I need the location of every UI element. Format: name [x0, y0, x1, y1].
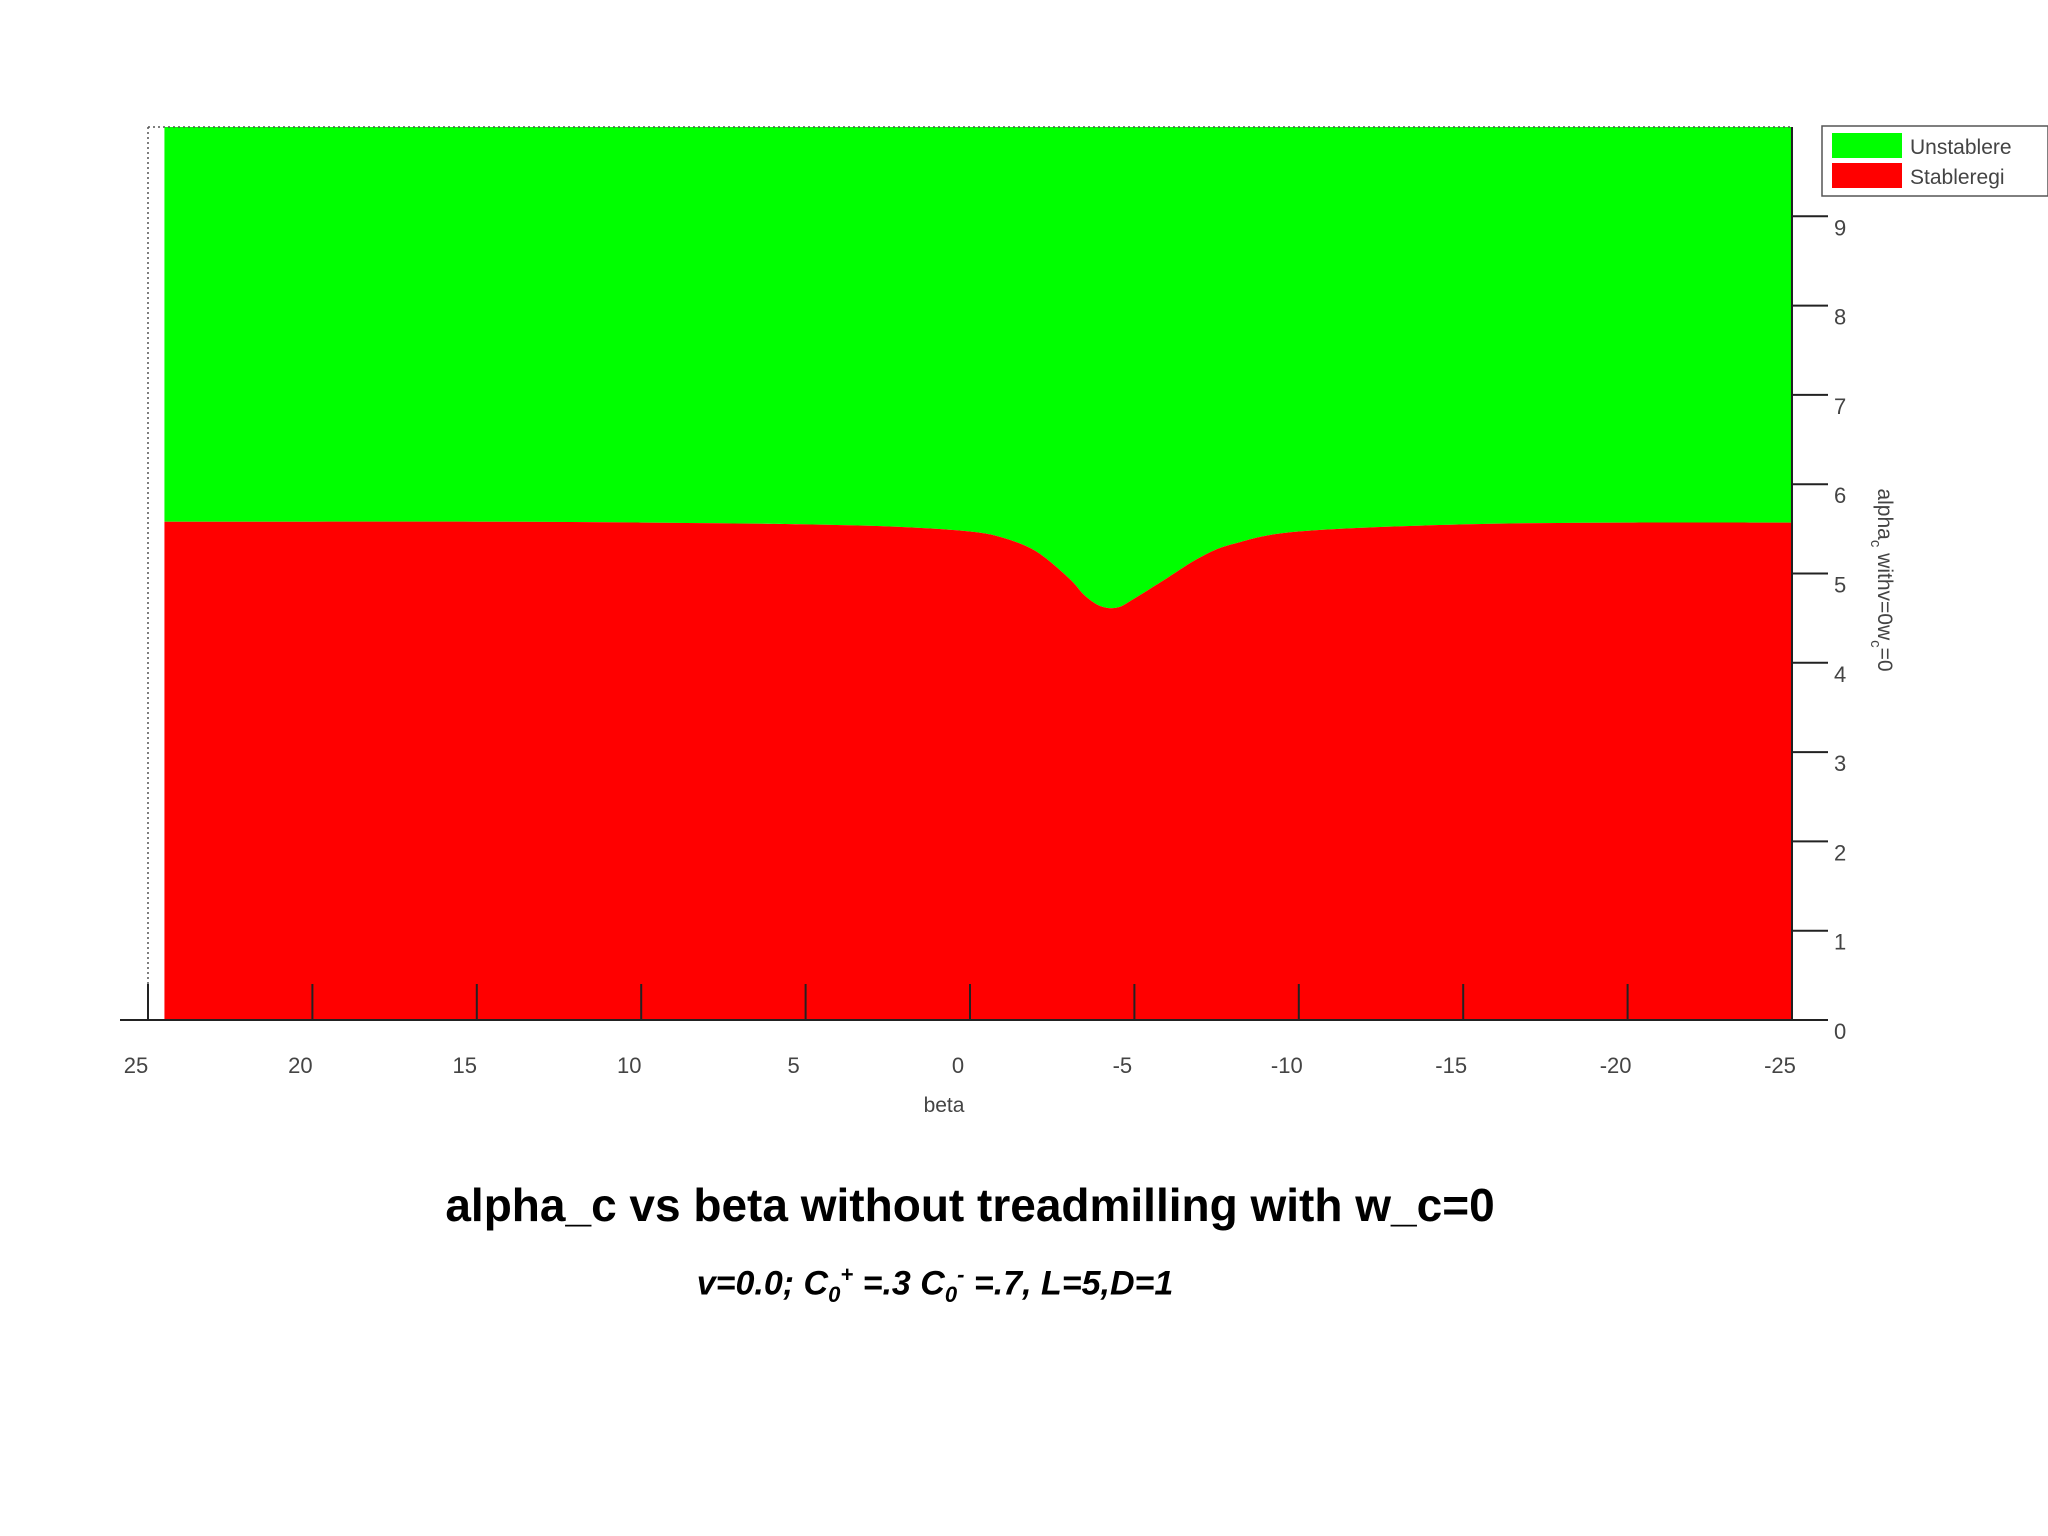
- x-tick-label: 15: [453, 1053, 477, 1078]
- plot-area: [164, 127, 1793, 1020]
- y-tick-label: 4: [1834, 662, 1846, 687]
- region-unstable: [164, 127, 1793, 609]
- x-axis-label: beta: [924, 1094, 965, 1117]
- x-tick-label: -15: [1435, 1053, 1467, 1078]
- y-tick-label: 5: [1834, 573, 1846, 598]
- legend-swatch-unstable: [1832, 133, 1902, 158]
- y-tick-label: 0: [1834, 1019, 1846, 1044]
- region-stable: [164, 521, 1793, 1020]
- y-axis-label: alphac withv=0wc=0: [1867, 488, 1896, 671]
- legend: Unstablere Stableregi: [1821, 125, 2048, 197]
- figure-title: alpha_c vs beta without treadmilling wit…: [445, 1179, 1495, 1231]
- x-tick-label: -25: [1764, 1053, 1796, 1078]
- x-tick-label: -5: [1113, 1053, 1133, 1078]
- legend-label-stable: Stableregi: [1910, 166, 2005, 189]
- x-tick-label: 5: [787, 1053, 799, 1078]
- x-tick-label: -10: [1271, 1053, 1303, 1078]
- y-tick-label: 9: [1834, 215, 1846, 240]
- y-tick-label: 7: [1834, 394, 1846, 419]
- x-tick-label: 20: [288, 1053, 312, 1078]
- axes: 25 20 15 10 5 0 -5 -10 -15 -20 -25 0 1 2 3 4 5 6 7 8 9: [120, 126, 1846, 1078]
- y-tick-label: 1: [1834, 930, 1846, 955]
- legend-label-unstable: Unstablere: [1910, 136, 2012, 159]
- legend-swatch-stable: [1832, 163, 1902, 188]
- x-tick-label: -20: [1600, 1053, 1632, 1078]
- x-tick-label: 0: [952, 1053, 964, 1078]
- y-tick-label: 6: [1834, 483, 1846, 508]
- x-tick-label: 25: [124, 1053, 148, 1078]
- figure-subtitle: v=0.0; C0+ =.3 C0- =.7, L=5,D=1: [696, 1262, 1174, 1308]
- y-tick-label: 3: [1834, 751, 1846, 776]
- x-tick-label: 10: [617, 1053, 641, 1078]
- y-tick-label: 8: [1834, 305, 1846, 330]
- y-tick-label: 2: [1834, 840, 1846, 865]
